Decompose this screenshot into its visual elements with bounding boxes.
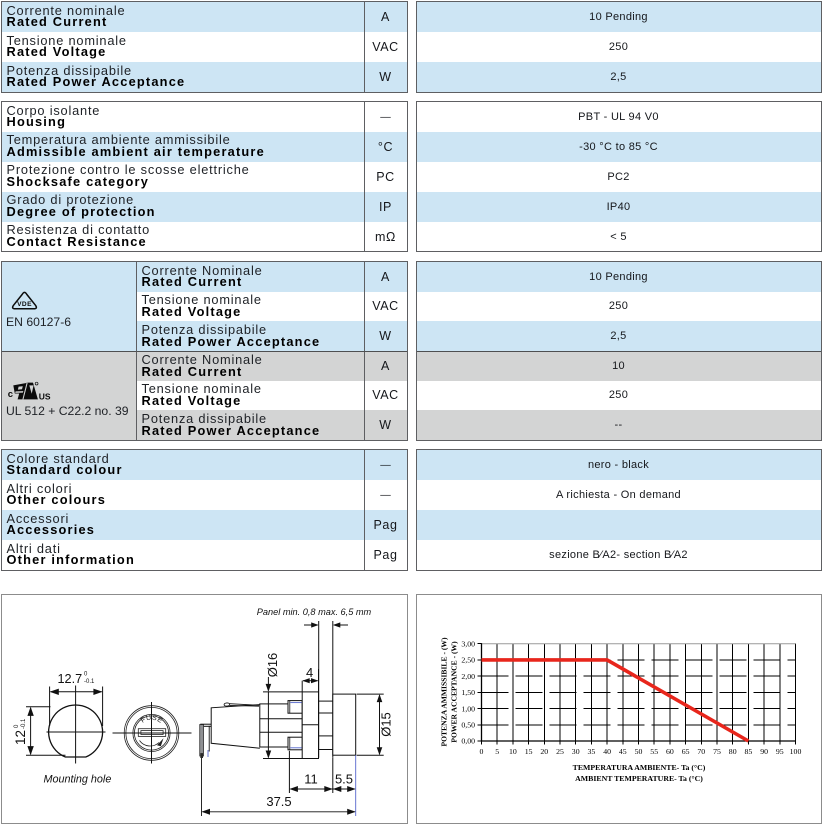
svg-text:2,00: 2,00 bbox=[461, 672, 475, 681]
svg-text:S: S bbox=[151, 715, 157, 723]
svg-text:Ø15: Ø15 bbox=[379, 712, 394, 737]
svg-text:0,00: 0,00 bbox=[461, 737, 475, 746]
svg-text:2,50: 2,50 bbox=[461, 656, 475, 665]
svg-text:75: 75 bbox=[713, 747, 721, 756]
svg-text:0,50: 0,50 bbox=[461, 721, 475, 730]
svg-text:Ø16: Ø16 bbox=[265, 653, 280, 678]
svg-text:15: 15 bbox=[524, 747, 532, 756]
svg-text:1,50: 1,50 bbox=[461, 688, 475, 697]
svg-text:U: U bbox=[146, 715, 152, 723]
svg-text:US: US bbox=[39, 391, 51, 401]
svg-text:5.5: 5.5 bbox=[335, 772, 353, 787]
svg-text:E: E bbox=[156, 716, 164, 725]
svg-text:25: 25 bbox=[556, 747, 564, 756]
svg-text:POWER ACCEPTANCE - (W): POWER ACCEPTANCE - (W) bbox=[449, 641, 458, 743]
svg-text:4: 4 bbox=[306, 665, 313, 680]
svg-text:POTENZA AMMISSIBILE - (W): POTENZA AMMISSIBILE - (W) bbox=[439, 637, 448, 747]
svg-text:50: 50 bbox=[634, 747, 642, 756]
svg-text:65: 65 bbox=[681, 747, 689, 756]
svg-text:5: 5 bbox=[495, 747, 499, 756]
svg-text:0: 0 bbox=[14, 724, 20, 728]
svg-text:35: 35 bbox=[587, 747, 595, 756]
svg-text:11: 11 bbox=[304, 772, 318, 787]
svg-text:37.5: 37.5 bbox=[266, 794, 291, 809]
svg-text:Mounting hole: Mounting hole bbox=[44, 774, 112, 786]
svg-text:TEMPERATURA AMBIENTE- Ta (°C): TEMPERATURA AMBIENTE- Ta (°C) bbox=[572, 763, 705, 772]
svg-text:85: 85 bbox=[744, 747, 752, 756]
svg-text:Panel min. 0,8 max. 6,5 mm: Panel min. 0,8 max. 6,5 mm bbox=[257, 607, 372, 617]
svg-text:30: 30 bbox=[571, 747, 579, 756]
svg-text:70: 70 bbox=[697, 747, 705, 756]
svg-text:100: 100 bbox=[789, 747, 801, 756]
svg-text:12.7: 12.7 bbox=[58, 672, 83, 686]
svg-text:-0.1: -0.1 bbox=[84, 679, 95, 685]
svg-text:12: 12 bbox=[13, 730, 28, 745]
svg-text:90: 90 bbox=[760, 747, 768, 756]
svg-text:1,00: 1,00 bbox=[461, 704, 475, 713]
svg-text:c: c bbox=[8, 389, 13, 400]
svg-text:20: 20 bbox=[540, 747, 548, 756]
svg-text:F: F bbox=[140, 716, 147, 724]
svg-text:0: 0 bbox=[84, 672, 88, 678]
svg-text:45: 45 bbox=[618, 747, 626, 756]
svg-text:95: 95 bbox=[775, 747, 783, 756]
svg-text:10: 10 bbox=[509, 747, 517, 756]
svg-text:VDE: VDE bbox=[17, 301, 32, 308]
svg-text:80: 80 bbox=[728, 747, 736, 756]
svg-text:AMBIENT TEMPERATURE- Ta (°C): AMBIENT TEMPERATURE- Ta (°C) bbox=[575, 774, 703, 783]
svg-text:55: 55 bbox=[650, 747, 658, 756]
svg-text:60: 60 bbox=[666, 747, 674, 756]
svg-text:3,00: 3,00 bbox=[461, 639, 475, 648]
svg-text:40: 40 bbox=[603, 747, 611, 756]
svg-text:0: 0 bbox=[479, 747, 483, 756]
svg-text:-0.1: -0.1 bbox=[21, 718, 27, 729]
